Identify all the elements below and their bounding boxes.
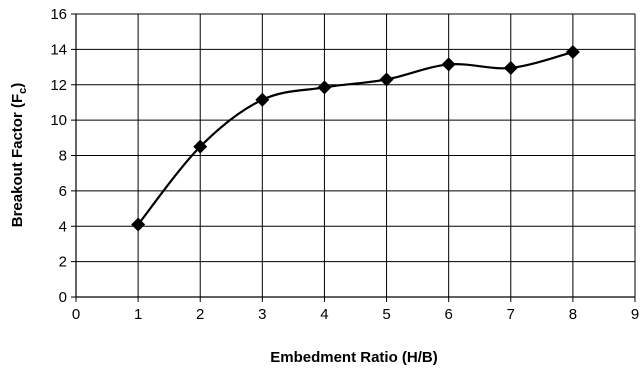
x-tick-label: 1 <box>134 306 142 323</box>
y-tick-label: 4 <box>59 218 67 235</box>
y-axis-title-subscript: c <box>17 88 29 94</box>
x-axis-title: Embedment Ratio (H/B) <box>270 349 438 366</box>
data-point-marker <box>565 45 580 60</box>
axes <box>71 13 636 302</box>
x-tick-label: 9 <box>631 306 639 323</box>
x-tick-label: 6 <box>444 306 452 323</box>
y-axis-title: Breakout Factor (Fc) <box>9 83 29 227</box>
data-point-marker <box>503 60 518 75</box>
y-tick-label: 0 <box>59 289 67 306</box>
data-point-marker <box>317 80 332 95</box>
data-point-marker <box>131 217 146 232</box>
y-tick-label: 12 <box>50 77 67 94</box>
x-tick-label: 3 <box>258 306 266 323</box>
y-axis-title-main: Breakout Factor (F <box>9 94 26 227</box>
x-tick-label: 7 <box>507 306 515 323</box>
series-line <box>137 50 574 226</box>
y-tick-label: 10 <box>50 112 67 129</box>
x-tick-label: 0 <box>72 306 80 323</box>
grid-lines <box>76 13 636 297</box>
y-tick-label: 2 <box>59 254 67 271</box>
x-tick-label: 4 <box>320 306 328 323</box>
y-tick-labels: 0 2 4 6 8 10 12 14 16 <box>50 6 67 306</box>
series-layer <box>131 45 580 232</box>
data-point-marker <box>441 57 456 72</box>
x-tick-label: 8 <box>569 306 577 323</box>
x-tick-label: 5 <box>382 306 390 323</box>
y-tick-label: 6 <box>59 183 67 200</box>
y-tick-label: 14 <box>50 41 67 58</box>
y-tick-label: 8 <box>59 148 67 165</box>
data-point-marker <box>379 72 394 87</box>
y-tick-label: 16 <box>50 6 67 23</box>
x-tick-label: 2 <box>196 306 204 323</box>
x-tick-labels: 0 1 2 3 4 5 6 7 8 9 <box>72 306 639 323</box>
data-point-marker <box>193 139 208 154</box>
data-point-marker <box>255 92 270 107</box>
y-axis-title-close: ) <box>9 83 26 88</box>
